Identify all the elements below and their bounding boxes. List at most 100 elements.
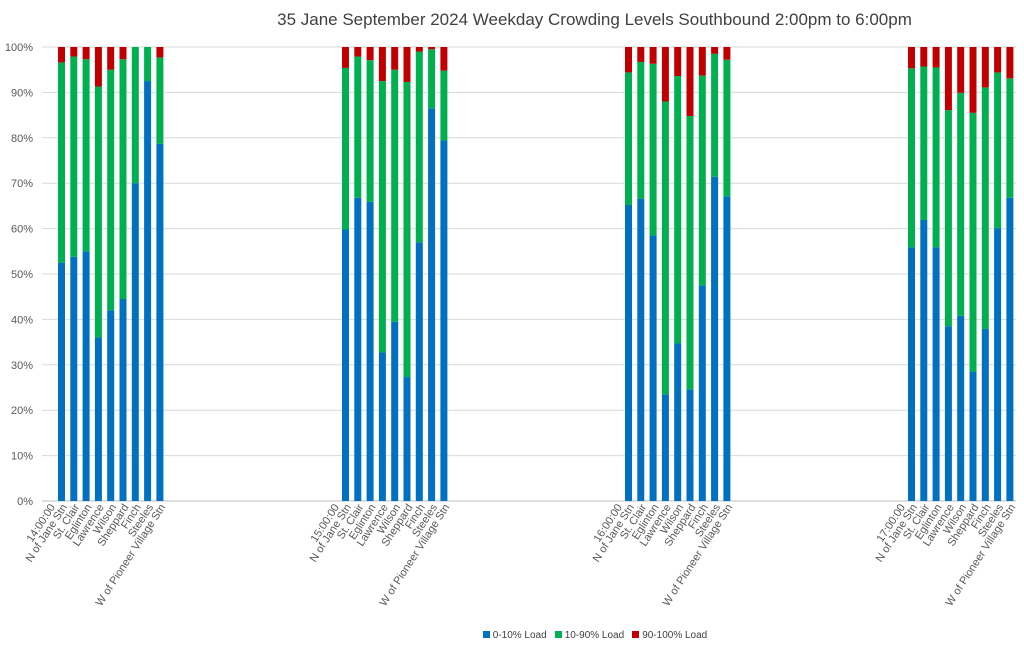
legend-swatch [632,631,640,638]
bar-segment [70,256,78,501]
legend-item: 0-10% Load [482,630,547,641]
bar-segment [119,59,127,299]
bar-segment [711,47,719,54]
bar-segment [415,242,423,501]
y-tick-label: 100% [5,42,33,54]
legend-swatch [482,631,490,638]
bar-segment [144,47,152,82]
bar-segment [94,47,102,87]
bar-segment [366,47,374,61]
bar-segment [58,262,65,501]
bar-segment [391,321,399,501]
bar-segment [415,51,423,243]
bar-segment [625,47,632,73]
bar-segment [932,47,940,68]
bar-segment [661,47,669,102]
bar-segment [981,47,989,88]
bar-segment [969,371,977,501]
bar-segment [440,140,448,502]
bar-segment [649,235,657,501]
bar-segment [698,285,706,501]
bar-segment [403,47,411,82]
bar-segment [723,47,731,60]
bar-segment [440,70,448,141]
bar-segment [969,47,977,113]
bar-segment [698,75,706,286]
bar-segment [957,92,965,316]
bar-segment [944,110,952,327]
bar-segment [107,310,115,501]
bar-segment [131,47,139,184]
bar-segment [107,69,115,311]
legend-label: 90-100% Load [642,630,708,641]
bar-segment [637,198,645,502]
bar-segment [981,328,989,501]
bar-segment [391,69,399,322]
bar-segment [994,47,1002,73]
y-tick-label: 60% [11,224,33,236]
bar-segment [82,251,90,501]
y-tick-label: 20% [11,405,33,417]
bar-segment [354,47,362,57]
bar-segment [723,59,731,197]
y-tick-label: 70% [11,178,33,190]
bar-segment [957,47,965,93]
bar-segment [428,47,436,50]
bar-segment [144,81,152,502]
y-tick-label: 40% [11,314,33,326]
bar-segment [625,72,632,205]
bar-segment [711,176,719,501]
bar-segment [119,298,127,501]
y-tick-label: 10% [11,451,33,463]
bar-segment [403,377,411,501]
bar-segment [366,201,374,501]
bar-segment [415,47,423,52]
y-tick-label: 80% [11,133,33,145]
bar-segment [920,66,928,220]
bar-segment [366,60,374,202]
bar-segment [649,47,657,64]
bar-segment [342,229,349,501]
bar-segment [440,47,448,71]
bar-segment [674,47,682,77]
bar-segment [58,47,65,63]
bar-segment [637,61,645,199]
bar-segment [156,57,164,144]
bar-segment [94,86,102,338]
bar-segment [156,143,164,501]
bar-segment [156,47,164,58]
bar-segment [908,247,915,501]
legend-item: 10-90% Load [554,630,624,641]
bar-segment [428,49,436,109]
bar-segment [920,47,928,67]
bar-segment [994,228,1002,501]
chart-title: 35 Jane September 2024 Weekday Crowding … [277,10,912,29]
bar-segment [674,343,682,501]
legend-item: 90-100% Load [632,630,707,641]
legend-label: 0-10% Load [492,630,547,641]
bar-segment [1006,78,1014,198]
bar-segment [944,326,952,501]
bar-segment [723,196,731,501]
bar-segment [378,352,386,501]
bar-segment [661,394,669,501]
bar-segment [342,67,349,230]
y-tick-label: 0% [17,496,33,508]
bar-segment [428,108,436,501]
bar-segment [625,204,632,501]
bar-segment [649,63,657,236]
bar-segment [403,81,411,378]
bar-segment [908,47,915,69]
bar-segment [70,47,78,57]
bar-segment [637,47,645,62]
bar-segment [1006,197,1014,501]
bar-segment [354,197,362,501]
bar-segment [686,389,694,501]
bar-segment [686,116,694,390]
bar-segment [342,47,349,68]
bar-segment [82,59,90,252]
bar-segment [119,47,127,60]
bar-segment [131,183,139,501]
bar-segment [994,72,1002,229]
bar-segment [920,219,928,501]
